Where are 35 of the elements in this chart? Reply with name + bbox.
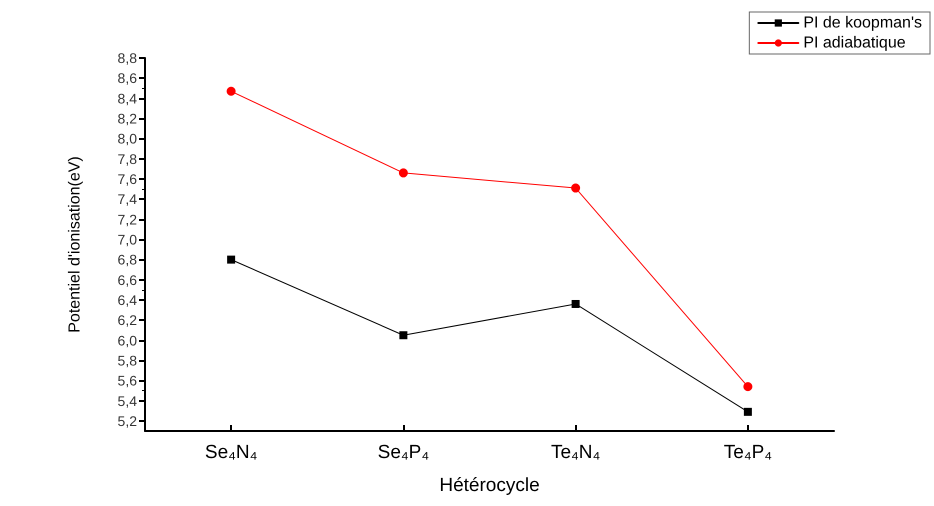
legend-label: PI de koopman's [803,14,922,32]
y-tick-label: 6,0 [118,332,138,348]
point [227,256,236,264]
y-tick-label: 8,0 [118,130,138,147]
point [399,331,408,340]
x-axis-title: Hétérocycle [439,475,540,496]
y-tick-label: 5,8 [118,352,138,368]
y-tick-label: 8,6 [118,70,138,86]
legend-label: PI adiabatique [803,34,906,52]
y-tick-label: 5,4 [118,392,138,409]
point [744,408,752,416]
y-tick-label: 6,4 [118,292,138,308]
y-tick-label: 6,8 [118,252,138,268]
y-tick-label: 6,2 [118,312,138,328]
y-tick-label: 7,6 [118,170,138,187]
y-tick-label: 6,6 [118,272,138,288]
y-axis-title: Potentiel d'ionisation(eV) [66,156,84,333]
y-tick-label: 8,8 [118,50,138,66]
y-tick-label: 5,2 [118,412,138,429]
y-tick-label: 8,4 [118,90,138,106]
y-tick-label: 7,4 [118,191,138,208]
y-tick-label: 7,0 [118,231,138,248]
x-tick-label: Se₄N₄ [204,442,258,463]
point [572,300,580,308]
point [743,382,752,392]
point [571,184,580,193]
y-tick-label: 5,6 [118,372,138,389]
x-tick-label: Te₄N₄ [550,442,601,463]
y-tick-label: 7,2 [118,211,138,228]
y-tick-label: 8,2 [118,110,138,126]
x-tick-label: Te₄P₄ [724,442,772,463]
point [398,168,408,178]
x-tick-label: Se₄P₄ [378,442,430,463]
point [226,86,236,96]
y-tick-label: 7,8 [118,150,138,167]
